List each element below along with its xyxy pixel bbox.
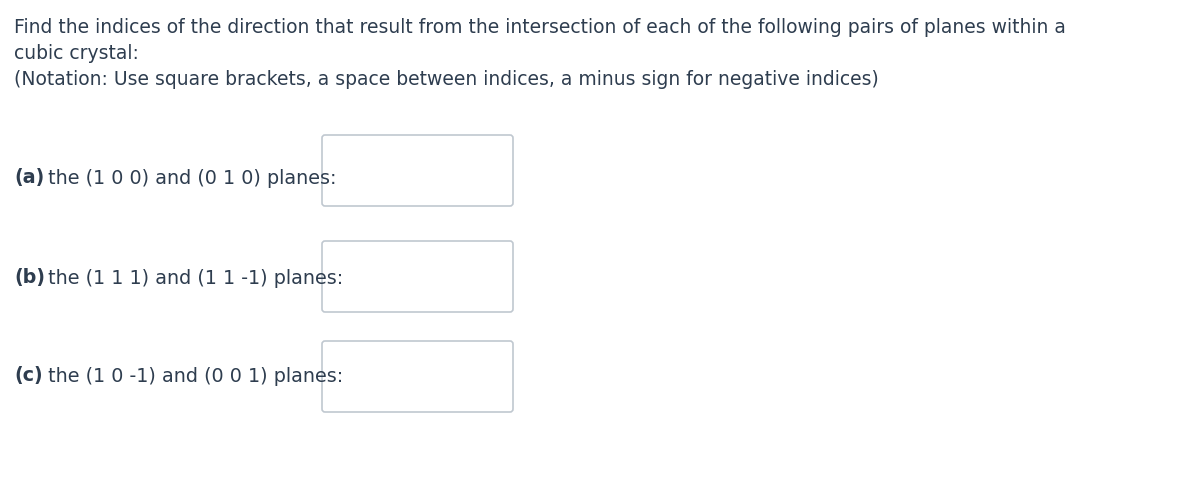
FancyBboxPatch shape (322, 241, 514, 312)
Text: the (1 0 0) and (0 1 0) planes:: the (1 0 0) and (0 1 0) planes: (42, 169, 336, 187)
Text: (b): (b) (14, 268, 46, 287)
Text: the (1 1 1) and (1 1 -1) planes:: the (1 1 1) and (1 1 -1) planes: (42, 268, 343, 287)
Text: (c): (c) (14, 367, 43, 386)
Text: cubic crystal:: cubic crystal: (14, 44, 139, 63)
Text: (a): (a) (14, 169, 44, 187)
Text: (Notation: Use square brackets, a space between indices, a minus sign for negati: (Notation: Use square brackets, a space … (14, 70, 878, 89)
Text: Find the indices of the direction that result from the intersection of each of t: Find the indices of the direction that r… (14, 18, 1066, 37)
FancyBboxPatch shape (322, 341, 514, 412)
FancyBboxPatch shape (322, 135, 514, 206)
Text: the (1 0 -1) and (0 0 1) planes:: the (1 0 -1) and (0 0 1) planes: (42, 367, 343, 386)
